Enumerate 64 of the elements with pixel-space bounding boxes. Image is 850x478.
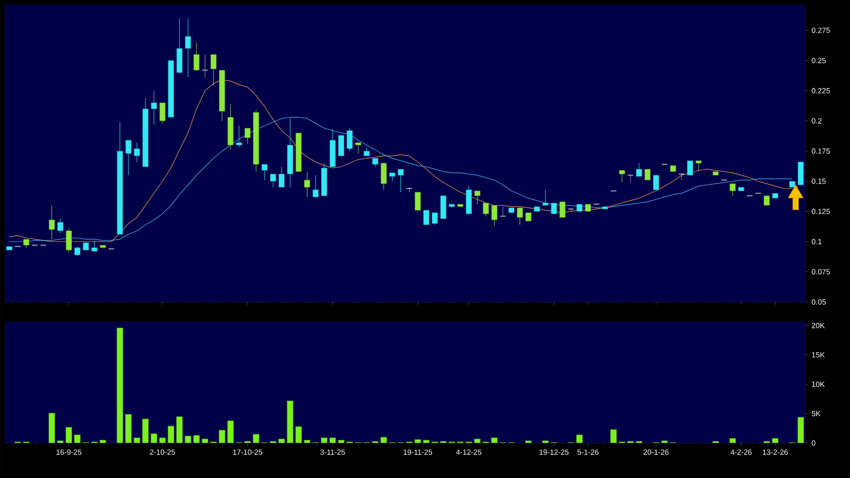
candlestick [312, 174, 319, 198]
candlestick [125, 140, 132, 176]
bar [414, 439, 421, 443]
candlestick [202, 54, 208, 78]
candlestick [627, 174, 634, 183]
bar [66, 426, 72, 443]
candlestick [91, 240, 98, 252]
candlestick [48, 205, 55, 240]
candlestick [440, 195, 446, 219]
candlestick [619, 170, 625, 183]
candlestick [559, 202, 566, 218]
candlestick [398, 168, 404, 192]
candlestick [474, 190, 480, 204]
candlestick [491, 205, 498, 226]
candlestick [262, 164, 268, 180]
candlestick [500, 206, 506, 217]
candlestick [432, 212, 438, 225]
candlestick [423, 210, 430, 225]
candlestick [160, 102, 166, 124]
candlestick [57, 218, 64, 234]
candlestick [210, 54, 216, 86]
bar [525, 440, 532, 443]
bar [57, 440, 64, 443]
candlestick [644, 168, 651, 180]
candlestick [542, 189, 548, 206]
bar [329, 438, 336, 443]
candlestick [550, 202, 557, 214]
candlestick [516, 208, 523, 225]
candlestick [568, 208, 574, 212]
bar [48, 412, 56, 443]
candlestick [244, 128, 251, 144]
bar [474, 438, 481, 443]
candlestick [653, 174, 660, 192]
candlestick [678, 174, 685, 180]
candlestick [185, 18, 191, 78]
candlestick [730, 183, 736, 196]
candlestick [278, 166, 285, 188]
bar [74, 434, 81, 443]
candlestick [194, 42, 200, 70]
candlestick [798, 162, 804, 186]
candlestick [74, 246, 80, 256]
bar [380, 436, 387, 443]
bar [798, 416, 804, 443]
candlestick [482, 202, 489, 217]
candlestick [636, 162, 642, 177]
candlestick [338, 135, 344, 156]
bar [423, 440, 430, 443]
candlestick [304, 171, 310, 198]
candlestick [66, 228, 72, 253]
bar [338, 440, 344, 443]
candlestick [696, 160, 702, 172]
candlestick [355, 142, 362, 154]
candlestick [764, 195, 770, 206]
candlestick [270, 174, 276, 188]
candlestick [236, 125, 242, 148]
candlestick [134, 142, 140, 162]
bar [729, 438, 736, 443]
candlestick [414, 192, 421, 212]
candlestick [150, 90, 157, 125]
bar [772, 438, 778, 443]
candlestick [346, 128, 353, 152]
bar [320, 438, 328, 443]
candlestick [380, 162, 387, 190]
candlestick [687, 160, 694, 176]
